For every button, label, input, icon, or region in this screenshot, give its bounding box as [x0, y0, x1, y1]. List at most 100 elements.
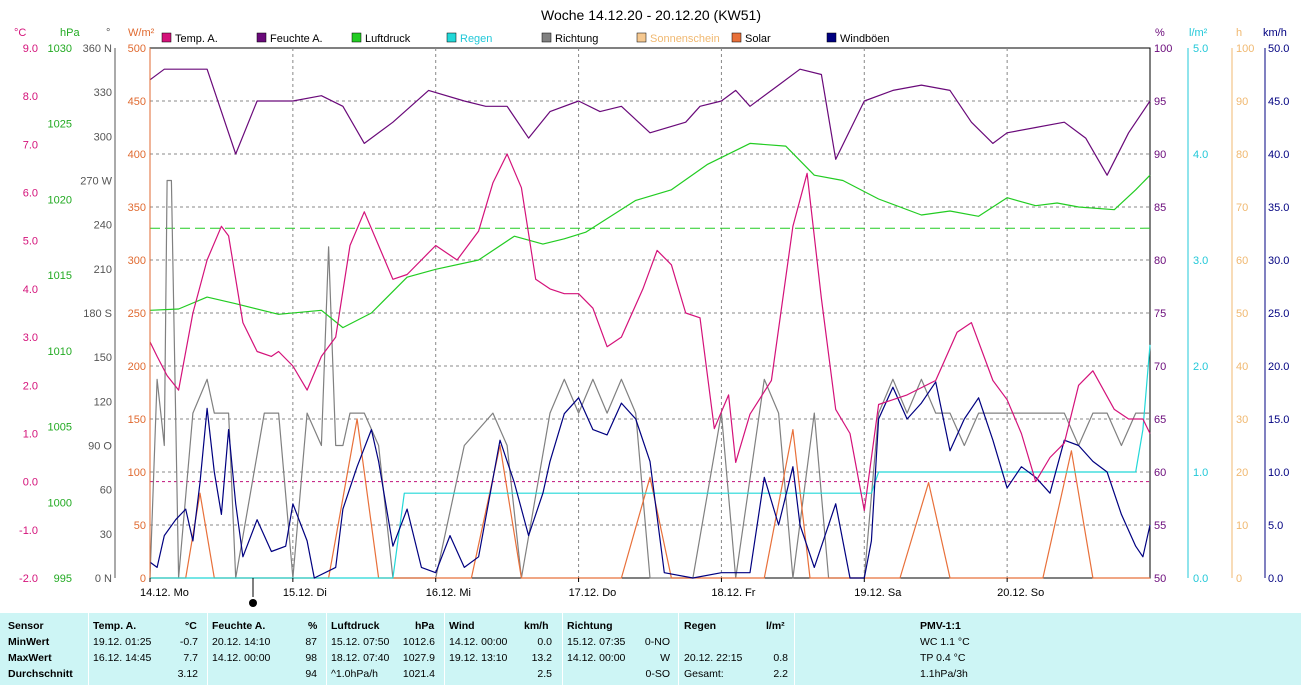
axis-temp-tick-1: 8.0	[23, 91, 38, 103]
header-temp: Temp. A.	[93, 620, 137, 632]
stats-rain-t-row1: 20.12. 22:15	[684, 652, 743, 664]
header-sensor: Sensor	[8, 620, 44, 632]
axis-sunshine-tick-0: 100	[1236, 43, 1254, 55]
axis-solar-tick-6: 200	[128, 361, 146, 373]
axis-direction-tick-10: 60	[100, 485, 112, 497]
stats-label-row0: MinWert	[8, 636, 50, 648]
header-rain-unit: l/m²	[766, 620, 785, 632]
legend-swatch-0	[161, 32, 172, 43]
axis-wind-tick-5: 25.0	[1268, 308, 1289, 320]
legend-swatch-2	[351, 32, 362, 43]
stats-temp-t-row1: 16.12. 14:45	[93, 652, 152, 664]
series-richtung	[149, 179, 1150, 579]
stats-press-v-row2: 1021.4	[402, 668, 435, 680]
legend-label-2: Luftdruck	[365, 33, 411, 45]
stats-wind-v-row1: 13.2	[531, 652, 552, 664]
x-label-3: 17.12. Do	[569, 587, 617, 599]
axis-pressure-tick-4: 1010	[48, 346, 72, 358]
legend-label-3: Regen	[460, 33, 492, 45]
axis-temp-tick-7: 2.0	[23, 380, 38, 392]
axis-rain-tick-2: 3.0	[1193, 255, 1208, 267]
axis-pressure-tick-7: 995	[54, 573, 72, 585]
axis-temp-tick-9: 0.0	[23, 477, 38, 489]
axis-pressure-tick-1: 1025	[48, 119, 72, 131]
axis-sunshine-tick-3: 70	[1236, 202, 1248, 214]
stats-press-v-row1: 1027.9	[402, 652, 435, 664]
axis-temp-tick-5: 4.0	[23, 284, 38, 296]
stats-press-v-row0: 1012.6	[402, 636, 435, 648]
axis-wind-tick-2: 40.0	[1268, 149, 1289, 161]
axis-temp-unit: °C	[14, 27, 26, 39]
stats-rain-v-row1: 0.8	[773, 652, 788, 664]
axis-solar-tick-2: 400	[128, 149, 146, 161]
header-wind-unit: km/h	[524, 620, 549, 632]
axis-rain-tick-1: 4.0	[1193, 149, 1208, 161]
axis-pressure-unit: hPa	[60, 27, 80, 39]
stats-temp-v-row2: 3.12	[177, 668, 198, 680]
axis-direction-tick-5: 210	[94, 264, 112, 276]
header-temp-unit: °C	[185, 620, 197, 632]
stats-dir-t-row1: 14.12. 00:00	[567, 652, 626, 664]
axis-direction-tick-3: 270 W	[80, 176, 112, 188]
axis-wind-tick-10: 0.0	[1268, 573, 1283, 585]
stats-dir-t-row0: 15.12. 07:35	[567, 636, 626, 648]
stats-wind-t-row0: 14.12. 00:00	[449, 636, 508, 648]
stats-pmv-row0: WC 1.1 °C	[920, 636, 970, 648]
stats-dir-v-row0: 0-NO	[644, 636, 670, 648]
axis-direction-unit: °	[106, 27, 110, 39]
header-direction: Richtung	[567, 620, 613, 632]
axis-solar-tick-0: 500	[128, 43, 146, 55]
axis-solar-tick-1: 450	[128, 96, 146, 108]
stats-temp-v-row1: 7.7	[183, 652, 198, 664]
x-label-4: 18.12. Fr	[711, 587, 755, 599]
axis-sunshine-unit: h	[1236, 27, 1242, 39]
x-label-2: 16.12. Mi	[426, 587, 471, 599]
axis-wind-unit: km/h	[1263, 27, 1287, 39]
axis-sunshine-tick-4: 60	[1236, 255, 1248, 267]
legend-label-4: Richtung	[555, 33, 598, 45]
legend-swatch-5	[636, 32, 647, 43]
stats-temp-t-row0: 19.12. 01:25	[93, 636, 152, 648]
legend-swatch-7	[826, 32, 837, 43]
axis-humidity-tick-4: 80	[1154, 255, 1166, 267]
axis-temp-tick-3: 6.0	[23, 188, 38, 200]
stats-dir-v-row2: 0-SO	[645, 668, 670, 680]
axis-pressure-tick-3: 1015	[48, 270, 72, 282]
axis-rain-tick-5: 0.0	[1193, 573, 1208, 585]
weather-chart: Woche 14.12.20 - 20.12.20 (KW51) Temp. A.…	[14, 7, 1289, 607]
axis-solar-tick-4: 300	[128, 255, 146, 267]
axis-temp-tick-0: 9.0	[23, 43, 38, 55]
axis-direction-tick-7: 150	[94, 352, 112, 364]
series-feuchte-a-	[149, 68, 1151, 176]
legend-label-5: Sonnenschein	[650, 33, 720, 45]
legend-swatch-6	[731, 32, 742, 43]
legend-label-0: Temp. A.	[175, 33, 218, 45]
stats-hum-v-row0: 87	[305, 636, 317, 648]
stats-wind-v-row2: 2.5	[537, 668, 552, 680]
legend-label-6: Solar	[745, 33, 771, 45]
header-humidity-unit: %	[308, 620, 318, 632]
legend-swatch-1	[256, 32, 267, 43]
axis-wind-tick-1: 45.0	[1268, 96, 1289, 108]
axis-solar-tick-7: 150	[128, 414, 146, 426]
stats-hum-t-row0: 20.12. 14:10	[212, 636, 271, 648]
axis-wind-tick-6: 20.0	[1268, 361, 1289, 373]
axis-humidity-tick-2: 90	[1154, 149, 1166, 161]
series-luftdruck	[149, 142, 1151, 329]
stats-table: Sensor Temp. A. °C Feuchte A. % Luftdruc…	[0, 613, 1301, 685]
header-wind: Wind	[449, 620, 475, 632]
axis-pressure-tick-0: 1030	[48, 43, 72, 55]
axis-humidity-tick-3: 85	[1154, 202, 1166, 214]
axis-wind-tick-8: 10.0	[1268, 467, 1289, 479]
axis-temp-tick-2: 7.0	[23, 139, 38, 151]
axis-rain-unit: l/m²	[1189, 27, 1208, 39]
series-windb-en	[149, 381, 1151, 579]
x-label-1: 15.12. Di	[283, 587, 327, 599]
axis-temp-tick-4: 5.0	[23, 236, 38, 248]
axis-rain-tick-3: 2.0	[1193, 361, 1208, 373]
x-label-0: 14.12. Mo	[140, 587, 189, 599]
legend-swatch-3	[446, 32, 457, 43]
stats-press-t-row0: 15.12. 07:50	[331, 636, 390, 648]
axis-wind-tick-7: 15.0	[1268, 414, 1289, 426]
